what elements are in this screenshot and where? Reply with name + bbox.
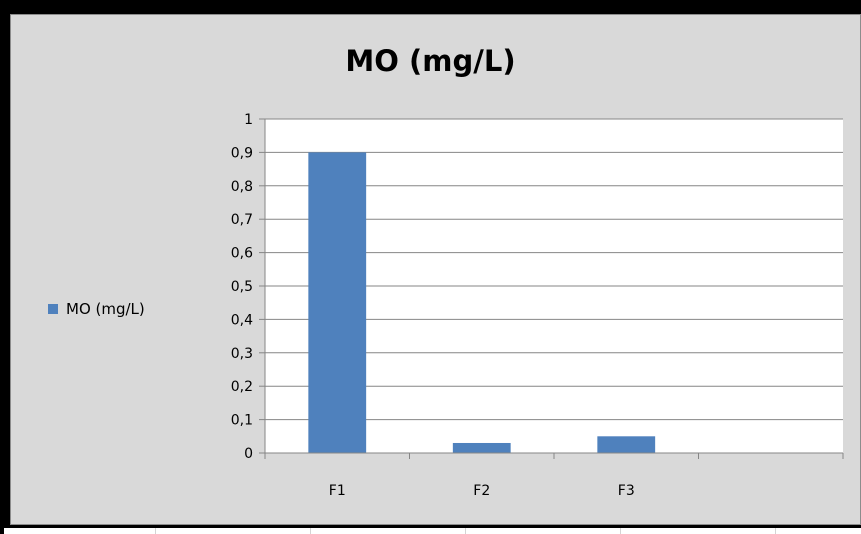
bar-f1[interactable] (308, 152, 367, 453)
window-edge (0, 0, 4, 534)
y-tick-labels: 0 0,1 0,2 0,3 0,4 0,5 0,6 0,7 0,8 0,9 1 (231, 112, 253, 462)
x-tick-label: F3 (618, 483, 635, 499)
chart-title[interactable]: MO (mg/L) (345, 44, 516, 78)
legend-label: MO (mg/L) (66, 300, 145, 318)
y-tick-label: 0,6 (231, 246, 253, 262)
legend-swatch (48, 304, 58, 314)
axes (259, 118, 844, 459)
y-tick-label: 0,9 (231, 145, 253, 161)
bar-f2[interactable] (452, 442, 511, 453)
y-tick-label: 1 (244, 112, 253, 128)
legend[interactable]: MO (mg/L) (48, 300, 145, 318)
x-tick-label: F1 (329, 483, 346, 499)
y-tick-label: 0 (244, 446, 253, 462)
y-tick-label: 0,3 (231, 346, 253, 362)
y-tick-label: 0,8 (231, 179, 253, 195)
bars[interactable] (308, 152, 656, 453)
x-tick-label: F2 (473, 483, 490, 499)
y-tick-label: 0,4 (231, 312, 253, 328)
y-tick-label: 0,7 (231, 212, 253, 228)
y-tick-label: 0,2 (231, 379, 253, 395)
x-tick-labels: F1 F2 F3 (329, 483, 635, 499)
bar-f3[interactable] (597, 436, 656, 453)
y-tick-label: 0,5 (231, 279, 253, 295)
y-tick-label: 0,1 (231, 413, 253, 429)
